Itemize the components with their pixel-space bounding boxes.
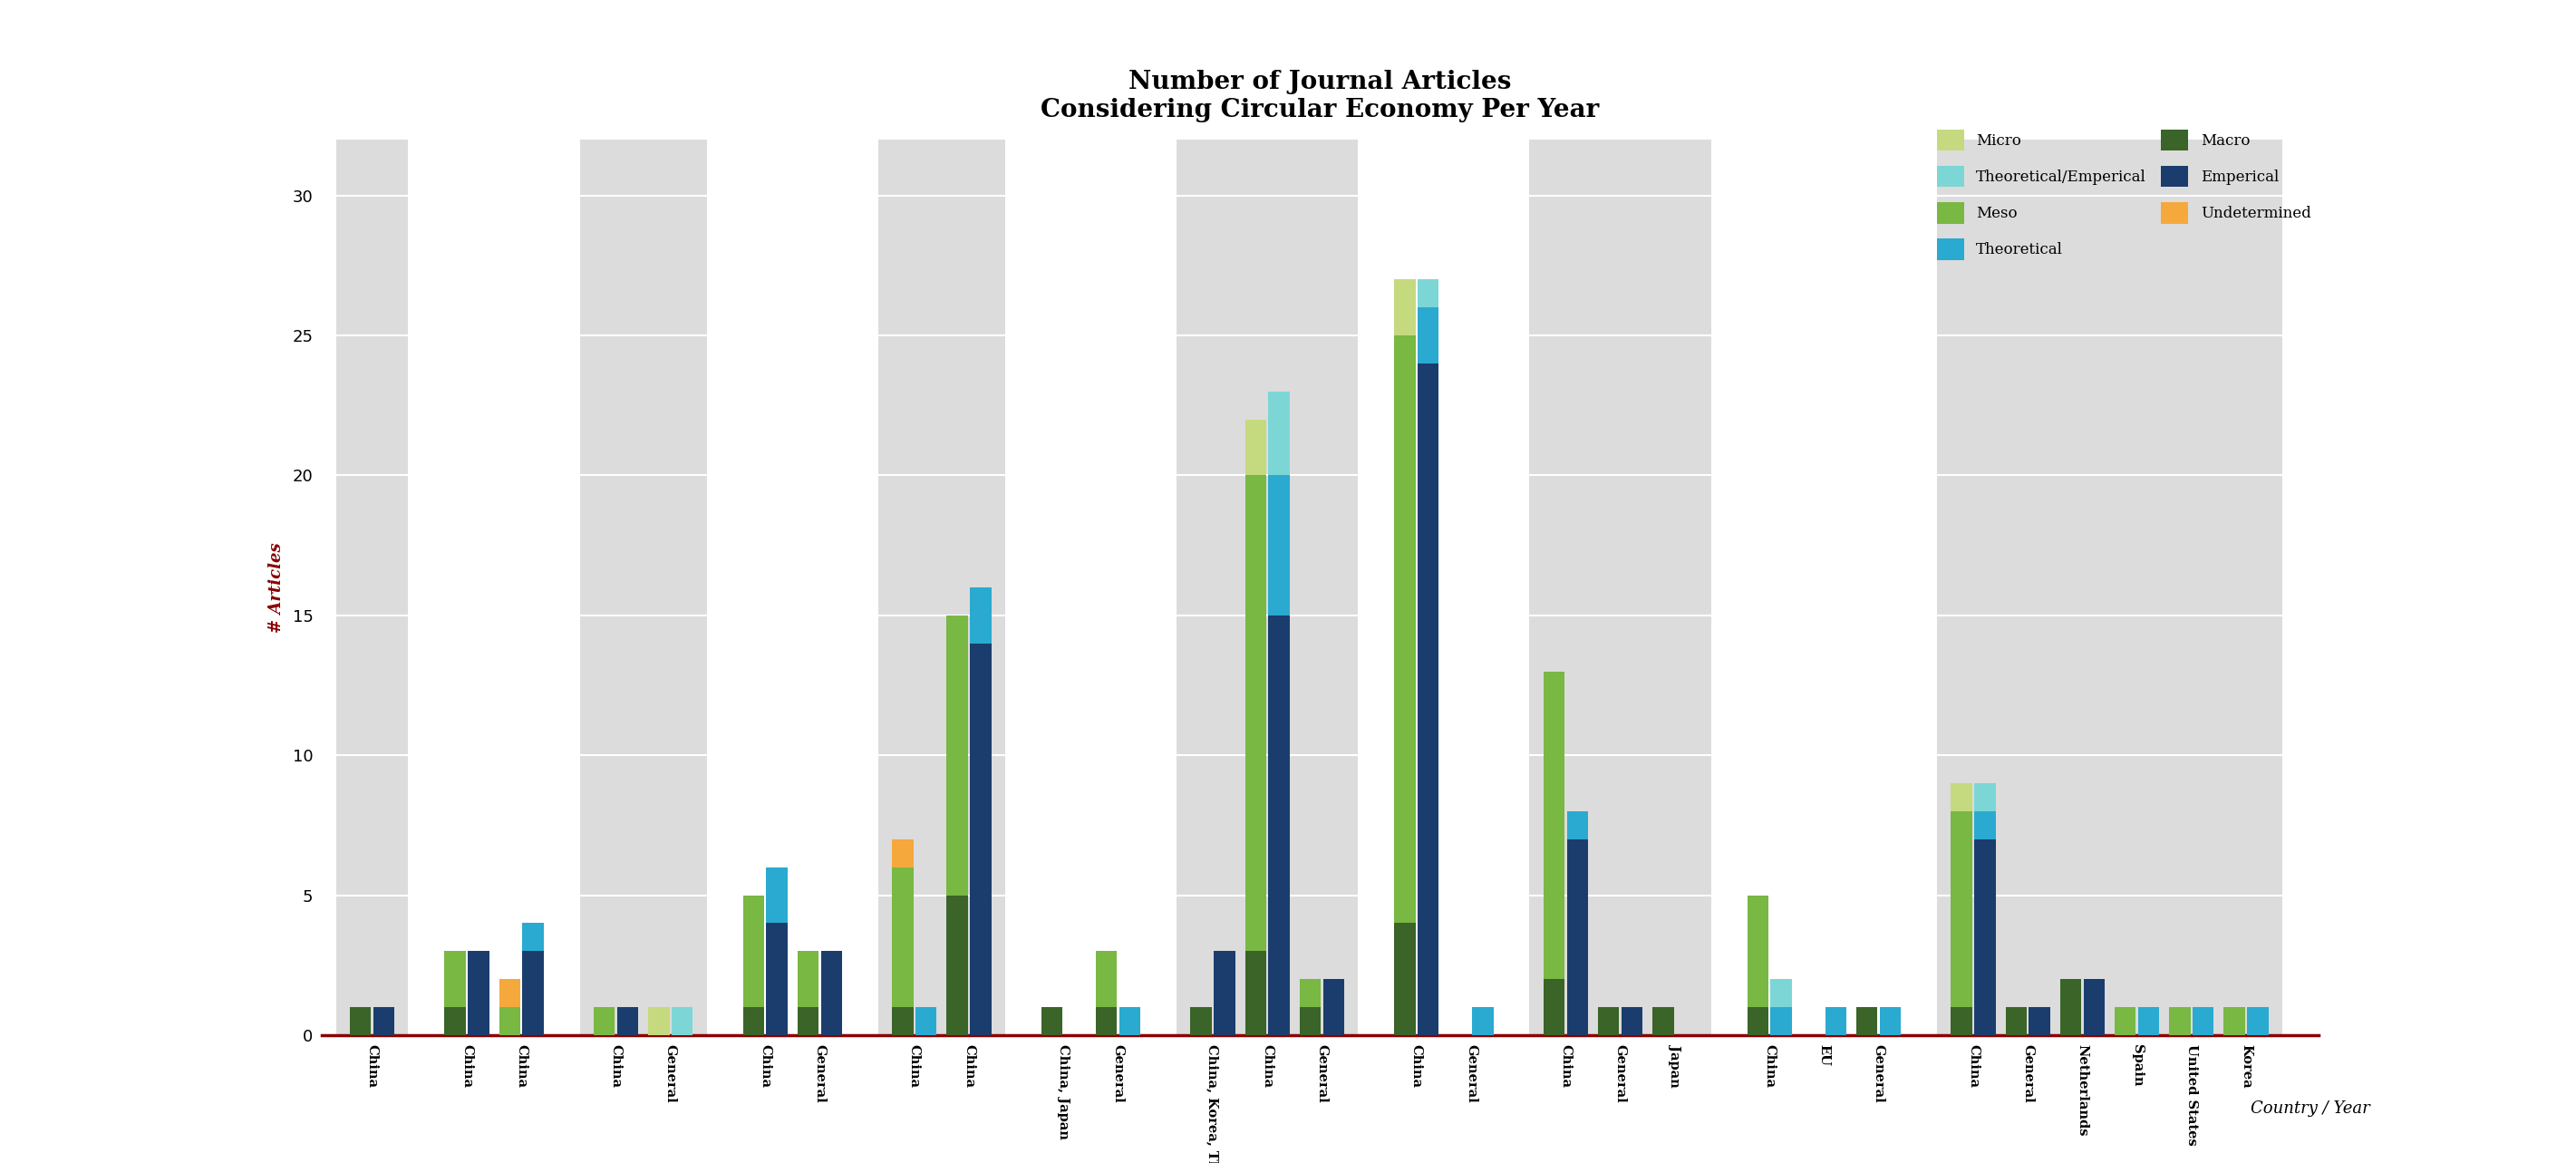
Bar xyxy=(1973,812,1996,840)
Bar xyxy=(2223,1007,2244,1035)
Bar xyxy=(1417,363,1440,1035)
Bar xyxy=(672,1007,693,1035)
Bar xyxy=(1301,979,1321,1007)
Bar xyxy=(729,140,855,1035)
Bar xyxy=(1301,1007,1321,1035)
Bar xyxy=(1244,420,1267,476)
Bar xyxy=(1095,951,1118,1007)
Title: Number of Journal Articles
Considering Circular Economy Per Year: Number of Journal Articles Considering C… xyxy=(1041,70,1600,122)
Bar xyxy=(1177,140,1358,1035)
Bar xyxy=(891,1007,914,1035)
Bar xyxy=(945,896,969,1035)
Bar xyxy=(1880,1007,1901,1035)
Bar xyxy=(1950,1007,1973,1035)
Bar xyxy=(618,1007,639,1035)
Bar xyxy=(1973,783,1996,812)
Bar xyxy=(580,140,706,1035)
Bar xyxy=(1530,140,1710,1035)
Bar xyxy=(335,140,407,1035)
Bar xyxy=(1244,476,1267,951)
Bar xyxy=(1543,979,1564,1035)
Bar xyxy=(799,1007,819,1035)
Bar xyxy=(1244,951,1267,1035)
Bar xyxy=(446,1007,466,1035)
Bar xyxy=(2061,979,2081,1035)
Bar xyxy=(1950,812,1973,1007)
Bar xyxy=(1770,1007,1793,1035)
Bar xyxy=(1394,923,1414,1035)
Legend: Micro, Theoretical/Emperical, Meso, Theoretical, Macro, Emperical, Undetermined: Micro, Theoretical/Emperical, Meso, Theo… xyxy=(1937,129,2311,261)
Bar xyxy=(1747,896,1767,1007)
Bar xyxy=(430,140,556,1035)
Bar xyxy=(350,1007,371,1035)
Bar xyxy=(945,615,969,896)
Bar xyxy=(2169,1007,2190,1035)
Bar xyxy=(1937,140,2282,1035)
Bar xyxy=(1118,1007,1141,1035)
Bar xyxy=(500,1007,520,1035)
Bar xyxy=(2084,979,2105,1035)
Bar xyxy=(799,951,819,1007)
Bar xyxy=(1324,979,1345,1035)
Bar xyxy=(2138,1007,2159,1035)
Bar xyxy=(592,1007,616,1035)
Bar xyxy=(1734,140,1914,1035)
Bar xyxy=(742,896,765,1007)
Bar xyxy=(2115,1007,2136,1035)
Text: Country / Year: Country / Year xyxy=(2251,1100,2370,1116)
Bar xyxy=(2246,1007,2269,1035)
Bar xyxy=(1417,307,1440,363)
Bar xyxy=(1190,1007,1211,1035)
Bar xyxy=(822,951,842,1035)
Bar xyxy=(1747,1007,1767,1035)
Bar xyxy=(2030,1007,2050,1035)
Bar xyxy=(469,951,489,1035)
Bar xyxy=(1543,671,1564,979)
Bar xyxy=(971,587,992,643)
Bar xyxy=(1028,140,1154,1035)
Bar xyxy=(1381,140,1507,1035)
Bar xyxy=(1041,1007,1061,1035)
Bar xyxy=(523,923,544,951)
Bar xyxy=(971,643,992,1035)
Bar xyxy=(2007,1007,2027,1035)
Bar xyxy=(1267,615,1291,1035)
Bar xyxy=(1095,1007,1118,1035)
Bar xyxy=(878,140,1005,1035)
Bar xyxy=(765,868,788,923)
Bar xyxy=(765,923,788,1035)
Bar xyxy=(1473,1007,1494,1035)
Bar xyxy=(1566,812,1587,840)
Bar xyxy=(1394,335,1414,923)
Bar xyxy=(1620,1007,1643,1035)
Bar xyxy=(1654,1007,1674,1035)
Bar xyxy=(1950,783,1973,812)
Bar xyxy=(2192,1007,2213,1035)
Bar xyxy=(1417,279,1440,307)
Bar xyxy=(1566,840,1587,1035)
Bar xyxy=(891,840,914,868)
Bar xyxy=(891,868,914,1007)
Bar xyxy=(1770,979,1793,1007)
Bar xyxy=(649,1007,670,1035)
Bar xyxy=(1267,392,1291,476)
Bar xyxy=(1597,1007,1620,1035)
Bar xyxy=(1213,951,1234,1035)
Bar xyxy=(1973,840,1996,1035)
Bar xyxy=(1267,476,1291,615)
Bar xyxy=(446,951,466,1007)
Bar xyxy=(1826,1007,1847,1035)
Bar xyxy=(500,979,520,1007)
Bar xyxy=(914,1007,938,1035)
Y-axis label: # Articles: # Articles xyxy=(268,542,286,633)
Bar xyxy=(1857,1007,1878,1035)
Bar xyxy=(742,1007,765,1035)
Bar xyxy=(374,1007,394,1035)
Bar xyxy=(1394,279,1414,335)
Bar xyxy=(523,951,544,1035)
